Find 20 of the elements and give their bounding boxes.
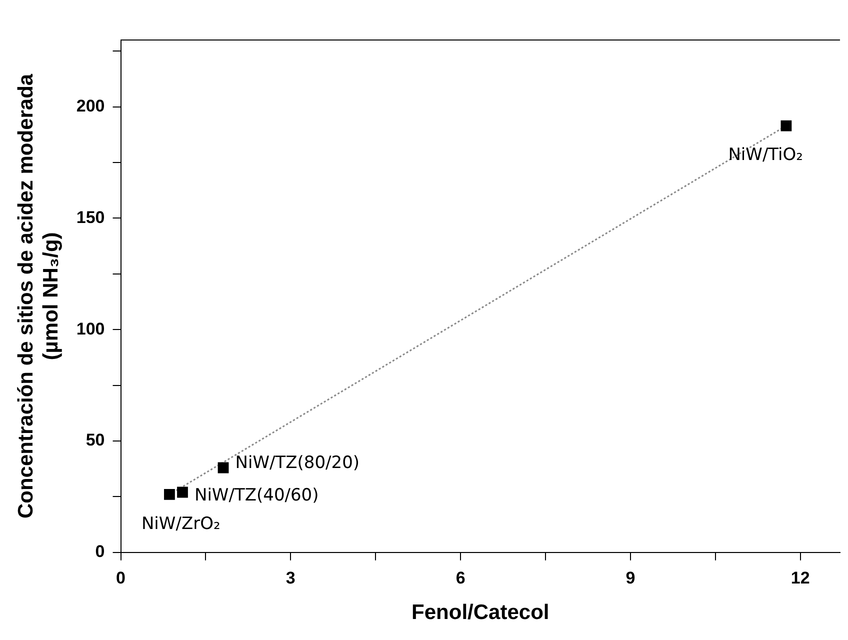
annotation: NiW/TiO₂	[728, 145, 803, 166]
y-tick-label: 200	[76, 96, 105, 116]
annotation: NiW/ZrO₂	[141, 514, 220, 534]
x-tick-label: 9	[626, 568, 636, 588]
point	[164, 489, 175, 500]
y-tick-label: 50	[86, 430, 105, 450]
y-axis-title: Concentración de sitios de acidez moderada (µmol NH₃/g)	[14, 74, 63, 519]
y-tick-label: 150	[76, 208, 105, 227]
annotation: NiW/TZ(80/20)	[235, 453, 360, 474]
y-tick-label: 100	[76, 319, 105, 338]
point	[780, 120, 792, 132]
x-tick-label: 0	[116, 568, 126, 588]
x-tick-label: 12	[790, 568, 810, 588]
point	[218, 462, 229, 474]
x-tick-label: 3	[286, 568, 296, 588]
x-axis-title: Fenol/Catecol	[412, 601, 550, 624]
x-tick-label: 6	[456, 568, 466, 588]
y-tick-label: 0	[95, 542, 105, 562]
point	[177, 486, 188, 498]
annotation: NiW/TZ(40/60)	[194, 486, 319, 506]
